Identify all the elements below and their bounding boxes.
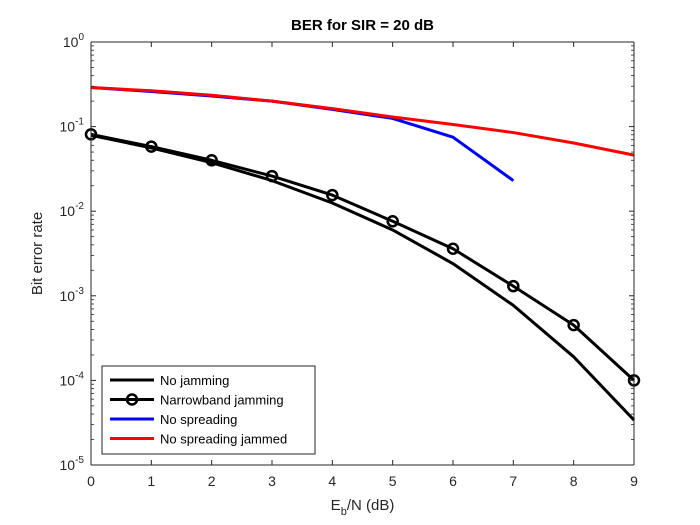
series-line-narrowband-jamming	[90, 132, 636, 382]
x-tick-label-2: 2	[208, 473, 216, 489]
data-point-narrowband-jamming-3	[265, 169, 279, 183]
data-point-narrowband-jamming-8	[567, 318, 580, 332]
data-point-narrowband-jamming-7	[507, 279, 520, 293]
y-tick-label--2: 10-2	[60, 201, 85, 219]
y-tick-label--3: 10-3	[60, 286, 85, 304]
label-layer: 0 1 2 3 4 5 6 7 8 9 100 10-1 10-2 10-3 10-4 10-5 BER for…	[29, 17, 638, 518]
data-point-narrowband-jamming-6	[446, 242, 460, 255]
x-tick-label-5: 5	[389, 473, 397, 489]
axes-frame	[90, 41, 635, 466]
y-tick-label-0: 100	[63, 32, 85, 50]
x-tick-label-3: 3	[268, 473, 276, 489]
legend-entry-no-spreading-jammed: No spreading jammed	[110, 432, 287, 447]
y-tick-label--4: 10-4	[60, 370, 85, 388]
tick-layer	[90, 41, 635, 466]
x-tick-label-0: 0	[87, 473, 95, 489]
data-point-narrowband-jamming-1	[145, 140, 158, 153]
x-tick-label-6: 6	[449, 473, 457, 489]
data-point-narrowband-jamming-4	[326, 188, 339, 202]
data-point-narrowband-jamming-2	[205, 154, 218, 167]
series-line-no-jamming	[90, 133, 636, 422]
series-line-no-spreading-jammed	[90, 85, 635, 157]
legend-label-no-jamming: No jamming	[160, 373, 229, 388]
series-layer	[84, 85, 641, 422]
legend-marker-narrowband-jamming	[125, 393, 139, 406]
x-axis-label: Eb/N (dB)	[331, 497, 395, 518]
x-tick-label-1: 1	[147, 473, 155, 489]
y-tick-label--5: 10-5	[60, 455, 85, 473]
legend-entry-no-spreading: No spreading	[110, 412, 237, 427]
data-point-narrowband-jamming-5	[386, 215, 399, 228]
chart-title: BER for SIR = 20 dB	[291, 17, 434, 34]
series-no-spreading-jammed	[90, 85, 635, 157]
series-narrowband-jamming	[84, 128, 641, 387]
x-tick-label-4: 4	[328, 473, 336, 489]
legend-label-narrowband-jamming: Narrowband jamming	[160, 393, 284, 408]
x-tick-label-8: 8	[570, 473, 578, 489]
legend-label-no-spreading-jammed: No spreading jammed	[160, 432, 287, 447]
legend-entry-narrowband-jamming: Narrowband jamming	[110, 393, 284, 408]
series-no-jamming	[90, 133, 636, 422]
legend-entry-no-jamming: No jamming	[110, 373, 229, 388]
x-tick-label-7: 7	[509, 473, 517, 489]
y-axis-label: Bit error rate	[29, 212, 46, 295]
x-tick-label-9: 9	[630, 473, 638, 489]
y-tick-label--1: 10-1	[60, 117, 85, 135]
legend-label-no-spreading: No spreading	[160, 412, 237, 427]
legend: No jamming Narrowband jamming No spreading…	[101, 365, 316, 455]
